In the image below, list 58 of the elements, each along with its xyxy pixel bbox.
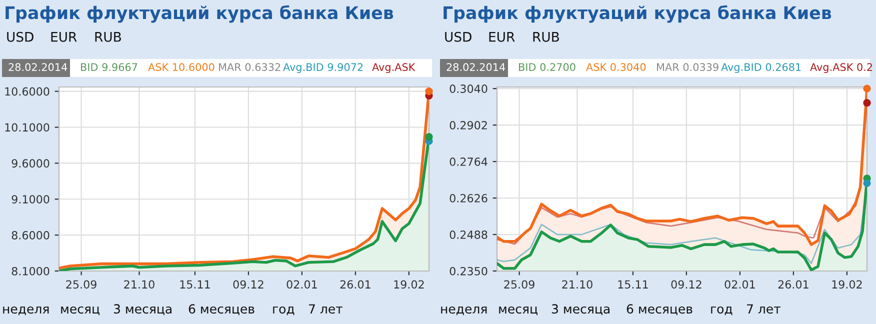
text: Avg.BID 0.2681 <box>721 63 801 74</box>
y-tick-label: 0.2350 <box>450 266 488 276</box>
text: BID 0.2700 <box>519 63 576 72</box>
text: BID 9.9667 <box>81 63 138 72</box>
x-tick-label: 15.11 <box>180 280 210 289</box>
text: EUR <box>489 32 515 42</box>
x-tick-label: 26.01 <box>340 280 370 289</box>
text: 6 месяцев <box>188 304 254 316</box>
y-tick-label: 0.2902 <box>450 121 487 130</box>
text: 3 месяца <box>552 304 610 316</box>
text: ASK 0.3040 <box>586 63 646 72</box>
text: MAR 0.6332 <box>219 63 280 72</box>
text: месяц <box>499 306 538 316</box>
text: MAR 0.0339 <box>657 63 718 72</box>
text: 7 лет <box>309 304 343 314</box>
y-tick-label: 10.6000 <box>5 87 50 96</box>
x-tick-label: 02.01 <box>286 280 317 289</box>
x-tick-label: 25.09 <box>504 280 534 289</box>
chart-title: График флуктуаций курса банка Киев <box>6 5 394 23</box>
text: USD <box>7 32 34 42</box>
x-tick-label: 19.02 <box>394 280 424 289</box>
y-tick-label: 0.2764 <box>450 158 488 166</box>
x-tick-label: 21.10 <box>562 280 592 289</box>
y-tick-label: 10.1000 <box>5 123 50 132</box>
x-tick-label: 26.01 <box>778 280 808 289</box>
chart-title: График флуктуаций курса банка Киев <box>444 5 832 23</box>
text: год <box>711 306 732 316</box>
text: USD <box>445 32 472 42</box>
text: год <box>273 306 294 316</box>
y-tick-label: 0.2488 <box>450 230 488 239</box>
text: ASK 10.6000 <box>148 63 214 72</box>
text: RUB <box>533 32 559 42</box>
y-tick-label: 9.6000 <box>12 159 50 168</box>
y-tick-label: 8.6000 <box>12 231 50 240</box>
y-tick-label: 9.1000 <box>12 195 50 204</box>
text: Avg.ASK 0.2 <box>810 63 872 74</box>
text: месяц <box>61 306 100 316</box>
text: 3 месяца <box>114 304 172 316</box>
y-tick-label: 0.3040 <box>450 84 488 93</box>
y-tick-label: 8.1000 <box>12 266 50 276</box>
x-tick-label: 21.10 <box>124 280 154 289</box>
text: 7 лет <box>747 304 781 314</box>
text: неделя <box>441 306 487 316</box>
x-tick-label: 02.01 <box>724 280 755 289</box>
x-tick-label: 25.09 <box>66 280 96 289</box>
text: 28.02.2014 <box>446 63 506 72</box>
text: Avg.BID 9.9072 <box>283 63 363 74</box>
x-tick-label: 19.02 <box>832 280 862 289</box>
y-tick-label: 0.2626 <box>450 194 488 202</box>
x-tick-label: 09.12 <box>233 280 264 289</box>
text: неделя <box>3 306 49 316</box>
text: 28.02.2014 <box>8 63 68 72</box>
text: RUB <box>95 32 121 42</box>
text: EUR <box>51 32 77 42</box>
x-tick-label: 15.11 <box>618 280 648 289</box>
text: 6 месяцев <box>626 304 692 316</box>
text: Avg.ASK <box>372 63 416 74</box>
x-tick-label: 09.12 <box>671 280 702 289</box>
